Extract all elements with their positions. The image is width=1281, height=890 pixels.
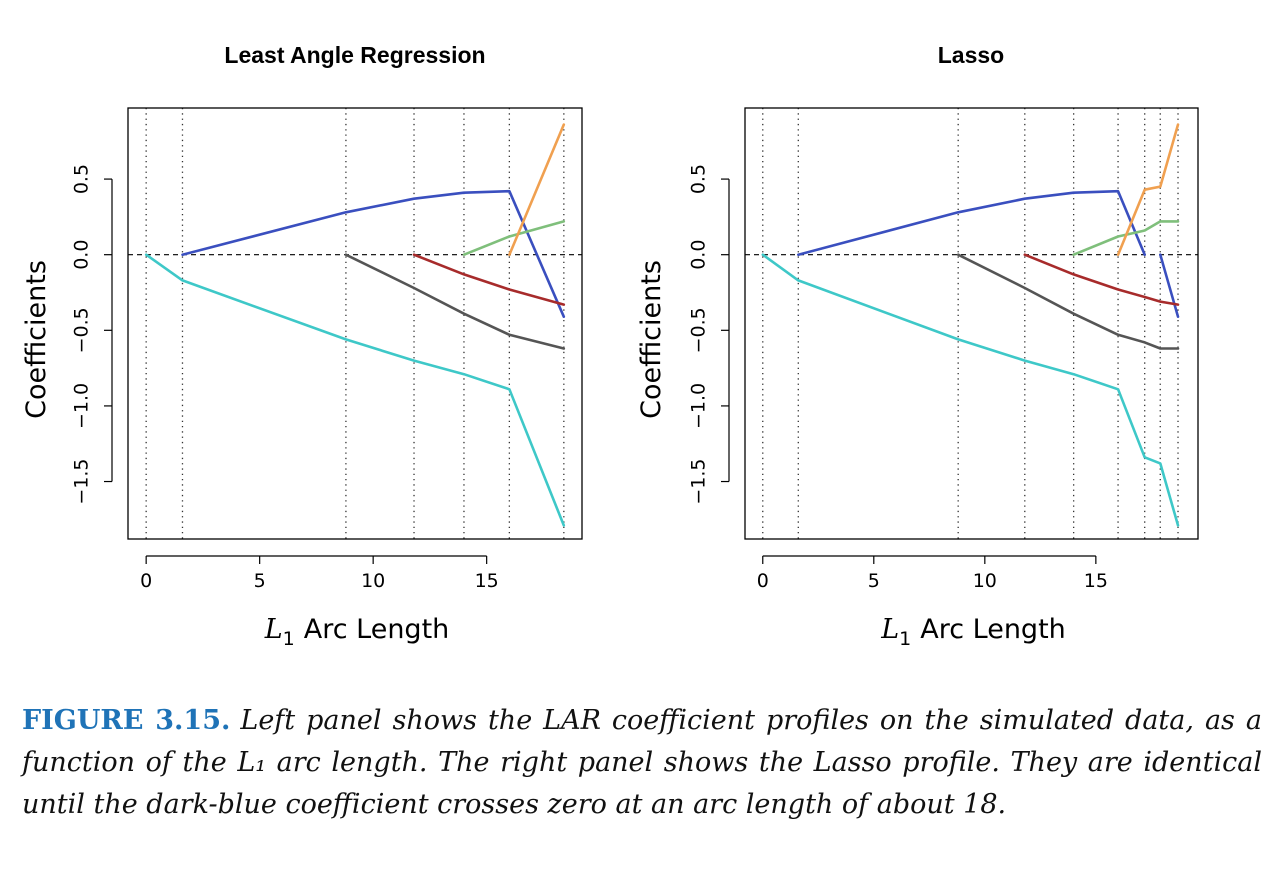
coefficient-path-3 xyxy=(956,253,1180,350)
y-tick-label: 0.5 xyxy=(688,164,710,194)
coefficient-path-4 xyxy=(1023,253,1180,306)
x-tick-label: 0 xyxy=(757,570,769,592)
x-axis-label: L1 Arc Length xyxy=(264,614,450,650)
figure-caption: FIGURE 3.15. Left panel shows the LAR coe… xyxy=(22,700,1262,826)
x-tick-label: 10 xyxy=(973,570,997,592)
x-axis-label-text: Arc Length xyxy=(304,614,450,645)
x-axis-label-text: Arc Length xyxy=(920,614,1066,645)
x-tick-label: 5 xyxy=(868,570,880,592)
x-tick-label: 15 xyxy=(1084,570,1108,592)
x-tick-label: 5 xyxy=(254,570,266,592)
y-tick-label: −0.5 xyxy=(688,307,710,353)
y-tick-label: 0.0 xyxy=(688,240,710,270)
coefficient-path-0 xyxy=(144,253,566,527)
x-tick-label: 0 xyxy=(140,570,152,592)
chart-panel-0: Least Angle Regression 0 5 10 15 −1.5 −1.0 −0.5… xyxy=(21,42,583,650)
y-tick-label: −1.0 xyxy=(688,383,710,429)
x-axis-label-subscript: 1 xyxy=(899,628,911,650)
coefficient-path-2 xyxy=(344,253,566,350)
plot-frame xyxy=(127,107,583,540)
y-tick-label: −1.5 xyxy=(71,458,93,504)
chart-title: Least Angle Regression xyxy=(224,42,485,68)
coefficient-path-0 xyxy=(761,253,1180,527)
caption-text: Left panel shows the LAR coefficient pro… xyxy=(22,705,1262,820)
y-tick-label: −1.5 xyxy=(688,458,710,504)
coefficient-path-1 xyxy=(796,189,1146,256)
chart-title: Lasso xyxy=(938,42,1004,68)
y-axis-label: Coefficients xyxy=(636,260,667,419)
x-tick-label: 10 xyxy=(361,570,385,592)
x-axis-label-symbol: L xyxy=(880,614,899,645)
y-tick-label: 0.5 xyxy=(71,164,93,194)
chart-panel-1: Lasso 0 5 10 15 −1.5 −1.0 −0.5 0.0 0.5 Coefficient… xyxy=(636,42,1199,650)
y-tick-label: −1.0 xyxy=(71,383,93,429)
x-tick-label: 15 xyxy=(475,570,499,592)
caption-label: FIGURE 3.15. xyxy=(22,705,231,736)
plot-frame xyxy=(744,107,1199,540)
x-axis-label-subscript: 1 xyxy=(283,628,295,650)
y-tick-label: −0.5 xyxy=(71,307,93,353)
y-tick-label: 0.0 xyxy=(71,240,93,270)
coefficient-path-3 xyxy=(412,253,566,306)
x-axis-label: L1 Arc Length xyxy=(880,614,1066,650)
x-axis-label-symbol: L xyxy=(264,614,283,645)
coefficient-path-2 xyxy=(1159,253,1180,319)
coefficient-path-4 xyxy=(462,220,566,256)
coefficient-path-6 xyxy=(1116,123,1180,256)
y-axis-label: Coefficients xyxy=(21,260,52,419)
figure: Least Angle Regression 0 5 10 15 −1.5 −1.0 −0.5… xyxy=(21,42,1199,650)
coefficient-path-5 xyxy=(1072,220,1180,256)
coefficient-path-5 xyxy=(508,123,566,256)
coefficient-path-1 xyxy=(181,189,566,319)
